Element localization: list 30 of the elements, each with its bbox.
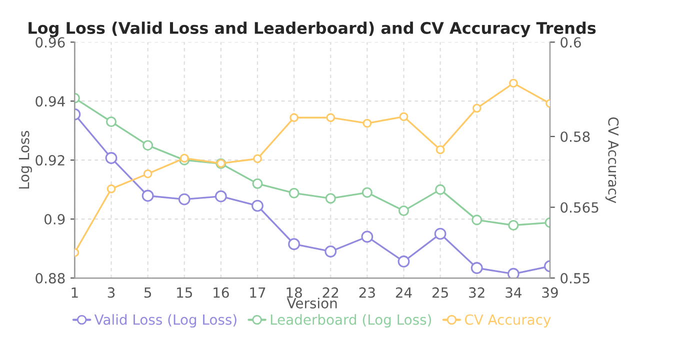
y-tick-label: 0.88	[36, 272, 65, 284]
x-tick-label: 39	[542, 287, 558, 298]
y2-tick-label: 0.58	[560, 131, 590, 142]
y2-tick-label: 0.55	[560, 272, 590, 284]
y2-tick-label: 0.6	[560, 37, 581, 48]
x-tick-label: 5	[144, 287, 152, 298]
y-axis-title: Log Loss	[18, 130, 32, 189]
x-tick-label: 3	[108, 287, 115, 298]
x-tick-label: 18	[286, 287, 302, 298]
x-tick-label: 17	[250, 287, 266, 298]
x-tick-label: 25	[432, 287, 448, 298]
x-tick-label: 23	[359, 287, 375, 298]
y2-axis-title: CV Accuracy	[605, 117, 619, 204]
legend-label: Leaderboard (Log Loss)	[270, 314, 432, 328]
x-tick-label: 32	[469, 287, 484, 298]
y-tick-label: 0.96	[36, 37, 65, 48]
x-axis-title: Version	[286, 298, 337, 308]
x-tick-label: 24	[396, 287, 412, 298]
chart-title: Log Loss (Valid Loss and Leaderboard) and CV Accuracy Trends	[28, 22, 596, 38]
y2-tick-label: 0.565	[560, 202, 598, 213]
y-tick-label: 0.92	[36, 155, 64, 166]
x-tick-label: 16	[214, 287, 229, 298]
legend-label: CV Accuracy	[464, 314, 551, 328]
x-tick-label: 15	[177, 287, 192, 298]
y-tick-label: 0.94	[36, 96, 65, 107]
x-tick-label: 1	[72, 287, 78, 298]
y-tick-label: 0.9	[44, 214, 65, 225]
x-tick-label: 34	[506, 287, 522, 298]
x-tick-label: 22	[322, 287, 338, 298]
legend-label: Valid Loss (Log Loss)	[94, 314, 236, 328]
